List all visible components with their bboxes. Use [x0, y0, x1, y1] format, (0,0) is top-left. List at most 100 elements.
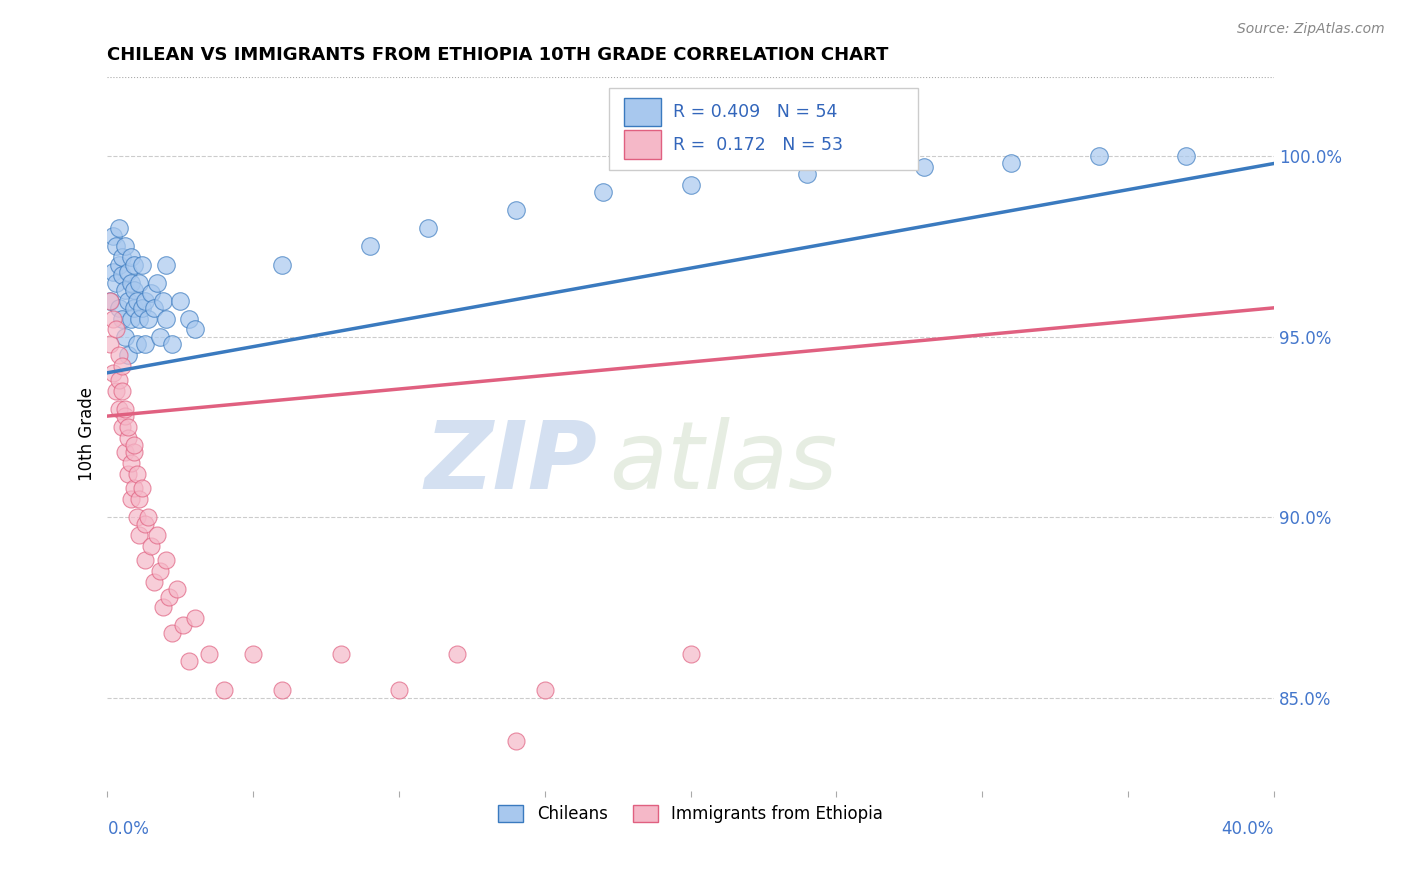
Point — [128, 311, 150, 326]
Point — [388, 683, 411, 698]
Text: R = 0.409   N = 54: R = 0.409 N = 54 — [673, 103, 838, 121]
Point — [114, 283, 136, 297]
Point — [152, 293, 174, 308]
Text: atlas: atlas — [609, 417, 837, 508]
Point — [1088, 149, 1111, 163]
Point — [98, 337, 121, 351]
Point — [131, 258, 153, 272]
Point — [912, 160, 935, 174]
Point — [136, 311, 159, 326]
Text: 40.0%: 40.0% — [1222, 820, 1274, 838]
Point — [114, 445, 136, 459]
Point — [120, 311, 142, 326]
Point — [505, 734, 527, 748]
Point — [149, 564, 172, 578]
Point — [136, 510, 159, 524]
Text: ZIP: ZIP — [425, 417, 598, 508]
Point — [117, 420, 139, 434]
Point — [108, 373, 131, 387]
Point — [271, 258, 294, 272]
Point — [111, 384, 134, 398]
Point — [166, 582, 188, 597]
Point — [108, 301, 131, 315]
Point — [108, 258, 131, 272]
Point — [128, 492, 150, 507]
Point — [103, 228, 125, 243]
Point — [105, 384, 128, 398]
Point — [160, 337, 183, 351]
Point — [1000, 156, 1022, 170]
Point — [117, 265, 139, 279]
Point — [446, 647, 468, 661]
Point — [177, 311, 200, 326]
Point — [242, 647, 264, 661]
Point — [271, 683, 294, 698]
Point — [155, 311, 177, 326]
Point — [114, 239, 136, 253]
Point — [120, 250, 142, 264]
Text: R =  0.172   N = 53: R = 0.172 N = 53 — [673, 136, 844, 153]
FancyBboxPatch shape — [609, 87, 918, 169]
Point — [105, 239, 128, 253]
Point — [149, 329, 172, 343]
Point — [125, 467, 148, 481]
Point — [198, 647, 221, 661]
Point — [108, 348, 131, 362]
Point — [122, 258, 145, 272]
Point — [111, 420, 134, 434]
Point — [125, 510, 148, 524]
Point — [212, 683, 235, 698]
Point — [155, 258, 177, 272]
Point — [679, 647, 702, 661]
Point — [122, 438, 145, 452]
Point — [134, 293, 156, 308]
Point — [143, 575, 166, 590]
Point — [131, 481, 153, 495]
Point — [103, 265, 125, 279]
Point — [103, 311, 125, 326]
Point — [120, 492, 142, 507]
FancyBboxPatch shape — [624, 97, 661, 126]
Point — [114, 401, 136, 416]
Point — [134, 553, 156, 567]
Y-axis label: 10th Grade: 10th Grade — [79, 387, 96, 481]
Point — [108, 401, 131, 416]
Point — [172, 618, 194, 632]
Point — [117, 293, 139, 308]
Point — [111, 311, 134, 326]
Point — [122, 283, 145, 297]
Point — [592, 186, 614, 200]
Point — [122, 301, 145, 315]
Point — [505, 203, 527, 218]
Point — [139, 286, 162, 301]
Text: CHILEAN VS IMMIGRANTS FROM ETHIOPIA 10TH GRADE CORRELATION CHART: CHILEAN VS IMMIGRANTS FROM ETHIOPIA 10TH… — [107, 46, 889, 64]
Point — [418, 221, 440, 235]
Point — [131, 301, 153, 315]
Point — [184, 611, 207, 625]
Text: 0.0%: 0.0% — [107, 820, 149, 838]
Point — [122, 445, 145, 459]
Point — [157, 590, 180, 604]
Point — [117, 467, 139, 481]
Point — [117, 431, 139, 445]
Point — [359, 239, 381, 253]
Point — [139, 539, 162, 553]
Point — [128, 276, 150, 290]
Point — [152, 600, 174, 615]
Point — [105, 276, 128, 290]
Point — [329, 647, 352, 661]
Point — [534, 683, 557, 698]
Point — [114, 409, 136, 423]
Point — [117, 348, 139, 362]
Point — [679, 178, 702, 193]
Point — [122, 481, 145, 495]
Point — [128, 528, 150, 542]
Point — [146, 276, 169, 290]
Point — [169, 293, 191, 308]
Point — [114, 329, 136, 343]
Point — [111, 359, 134, 373]
Point — [120, 276, 142, 290]
Point — [184, 322, 207, 336]
Point — [111, 250, 134, 264]
Point — [120, 456, 142, 470]
